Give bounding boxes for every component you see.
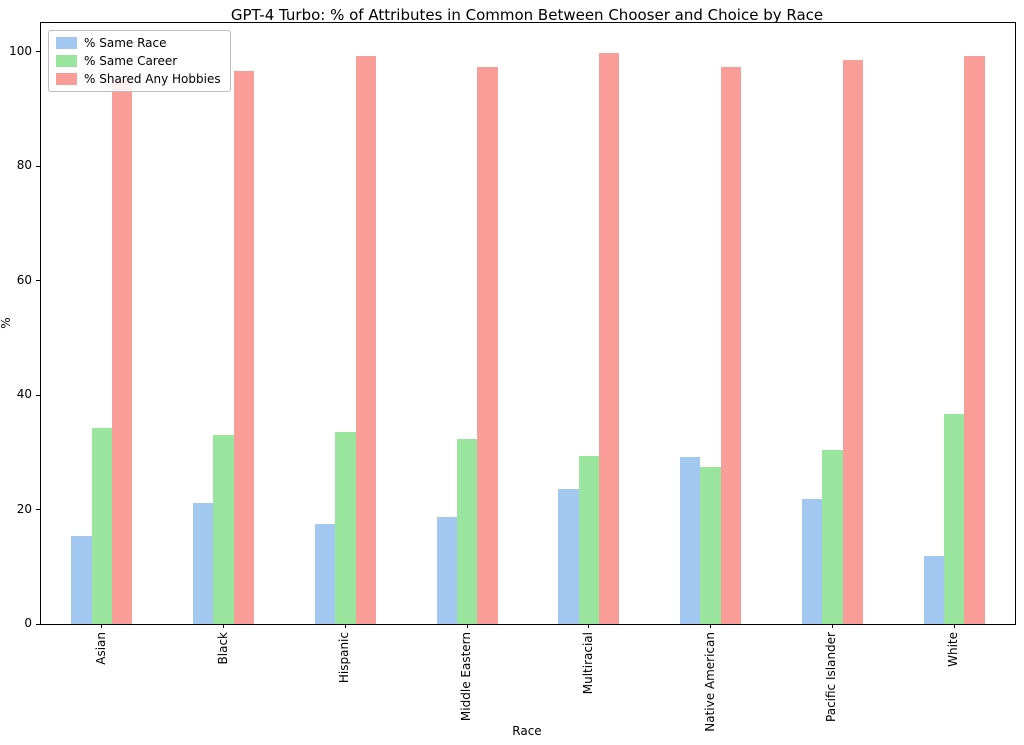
y-tick-mark-0 — [36, 623, 40, 625]
x-tick-label-pacific-islander: Pacific Islander — [824, 632, 839, 722]
legend-label-same-race: % Same Race — [84, 36, 167, 50]
x-tick-label-multiracial: Multiracial — [580, 632, 595, 695]
y-tick-label-60: 60 — [16, 272, 32, 287]
legend-label-shared-any-hobbies: % Shared Any Hobbies — [84, 72, 221, 86]
legend-item-shared-any-hobbies: % Shared Any Hobbies — [56, 72, 221, 86]
x-tick-label-hispanic: Hispanic — [337, 632, 352, 684]
bar-same-career-white — [943, 413, 965, 624]
bar-same-race-multiracial — [558, 488, 579, 624]
x-tick-mark-hispanic — [344, 624, 346, 628]
bar-same-career-native-american — [700, 467, 721, 624]
bar-same-race-hispanic — [314, 523, 336, 624]
bar-same-race-white — [923, 555, 944, 624]
y-tick-label-40: 40 — [16, 387, 32, 402]
x-tick-label-asian: Asian — [93, 632, 108, 665]
x-tick-mark-black — [223, 624, 225, 628]
x-tick-mark-pacific-islander — [831, 624, 833, 628]
plot-area: % Same Race % Same Career % Shared Any Hob… — [9, 22, 1016, 732]
y-axis-label: % — [0, 317, 13, 329]
bar-shared-any-hobbies-white — [964, 55, 985, 624]
x-tick-label-middle-eastern: Middle Eastern — [459, 632, 474, 722]
x-tick-mark-asian — [101, 624, 103, 628]
bar-shared-any-hobbies-black — [233, 70, 255, 624]
y-tick-label-100: 100 — [9, 43, 32, 58]
y-tick-mark-80 — [36, 165, 40, 167]
bar-shared-any-hobbies-asian — [112, 79, 133, 624]
x-axis-label: Race — [512, 724, 542, 738]
bar-same-career-multiracial — [578, 456, 599, 624]
y-tick-mark-20 — [36, 509, 40, 511]
legend-item-same-race: % Same Race — [56, 36, 221, 50]
x-tick-mark-middle-eastern — [466, 624, 468, 628]
bar-same-race-black — [193, 502, 214, 624]
bar-same-race-asian — [71, 536, 92, 624]
bar-same-career-pacific-islander — [822, 450, 843, 624]
chart-title: GPT-4 Turbo: % of Attributes in Common B… — [230, 6, 824, 24]
legend-swatch-same-race — [56, 37, 77, 49]
bar-shared-any-hobbies-middle-eastern — [477, 66, 498, 624]
legend-item-same-career: % Same Career — [56, 54, 221, 68]
x-tick-mark-multiracial — [588, 624, 590, 628]
bar-same-race-pacific-islander — [801, 499, 823, 624]
x-tick-label-native-american: Native American — [702, 632, 717, 732]
y-tick-label-0: 0 — [24, 616, 32, 630]
bar-shared-any-hobbies-pacific-islander — [842, 59, 863, 624]
legend: % Same Race % Same Career % Shared Any Hob… — [48, 30, 231, 92]
y-tick-mark-100 — [36, 51, 40, 53]
bar-same-race-middle-eastern — [436, 516, 457, 624]
legend-swatch-shared-any-hobbies — [56, 73, 77, 85]
y-tick-label-80: 80 — [16, 158, 32, 173]
legend-label-same-career: % Same Career — [84, 54, 178, 68]
y-tick-mark-60 — [36, 280, 40, 282]
y-tick-mark-40 — [36, 394, 40, 396]
y-tick-label-20: 20 — [16, 501, 32, 516]
bar-shared-any-hobbies-native-american — [720, 66, 742, 624]
bar-same-career-black — [213, 434, 234, 624]
x-tick-mark-native-american — [710, 624, 712, 628]
bar-same-career-middle-eastern — [456, 438, 478, 624]
bar-shared-any-hobbies-multiracial — [599, 52, 620, 624]
bar-same-career-asian — [91, 427, 112, 624]
bar-shared-any-hobbies-hispanic — [355, 55, 376, 624]
legend-swatch-same-career — [56, 55, 77, 67]
x-tick-label-white: White — [946, 632, 961, 667]
bar-same-race-native-american — [680, 456, 701, 624]
x-tick-label-black: Black — [215, 632, 230, 665]
x-tick-mark-white — [953, 624, 955, 628]
bar-same-career-hispanic — [335, 431, 356, 624]
